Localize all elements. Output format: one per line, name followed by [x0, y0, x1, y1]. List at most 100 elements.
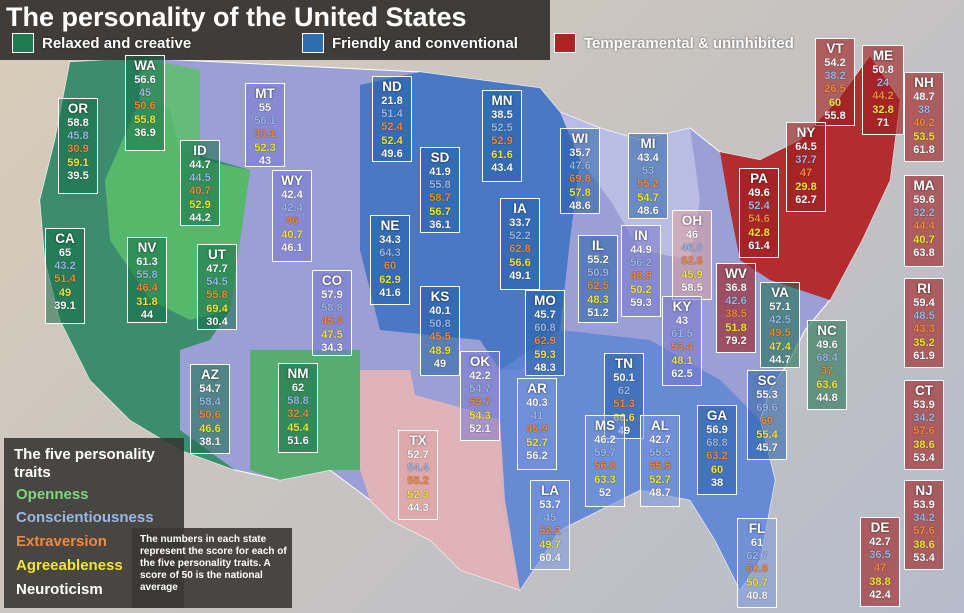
state-score: 48.5 [913, 310, 935, 323]
state-score: 41.6 [379, 286, 401, 299]
state-score: 47.5 [321, 328, 343, 341]
state-box-wv: WV 36.8 42.6 38.5 51.8 79.2 [716, 263, 756, 353]
state-score: 52.7 [526, 436, 548, 449]
state-score: 40.7 [189, 185, 211, 198]
state-score: 43.3 [913, 323, 935, 336]
state-abbr: WY [281, 173, 303, 188]
state-box-ar: AR 40.3 41 45.9 52.7 56.2 [517, 378, 557, 470]
state-score: 46.6 [199, 422, 221, 435]
state-abbr: IL [592, 238, 604, 253]
state-score: 54.3 [469, 409, 491, 422]
state-score: 54.2 [824, 57, 846, 69]
state-score: 42.6 [725, 295, 747, 308]
state-score: 64.5 [795, 141, 817, 153]
state-abbr: MN [491, 93, 513, 108]
state-score: 56.6 [509, 256, 531, 269]
state-box-nj: NJ 53.9 34.2 57.6 38.6 53.4 [904, 480, 944, 570]
state-box-ca: CA 65 43.2 51.4 49 39.1 [45, 228, 85, 324]
legend-label: Friendly and conventional [332, 35, 518, 52]
state-box-ga: GA 56.9 68.8 63.2 60 38 [697, 405, 737, 495]
state-score: 30.4 [206, 315, 228, 328]
state-score: 52.2 [509, 230, 531, 243]
state-abbr: NV [137, 240, 157, 255]
state-box-in: IN 44.9 56.2 48.9 50.2 59.3 [621, 225, 661, 317]
trait-conscientiousness: Conscientiousness [16, 509, 154, 526]
state-abbr: ID [193, 143, 207, 158]
state-score: 38.1 [199, 435, 221, 448]
state-score: 45.7 [756, 441, 778, 454]
state-abbr: WA [134, 58, 156, 73]
state-abbr: KS [430, 289, 450, 304]
state-score: 56.7 [429, 205, 451, 218]
state-score: 55.5 [649, 460, 671, 473]
state-box-ne: NE 34.3 64.3 60 62.9 41.6 [370, 215, 410, 305]
state-score: 55.8 [429, 179, 451, 192]
state-score: 51.4 [381, 108, 403, 121]
state-abbr: DE [870, 520, 890, 535]
state-abbr: ND [382, 79, 402, 94]
state-score: 47.6 [569, 160, 591, 173]
state-score: 60 [383, 260, 397, 273]
state-score: 52 [598, 486, 612, 499]
state-score: 45.8 [67, 130, 89, 143]
state-score: 50.9 [587, 267, 609, 280]
state-score: 48.7 [649, 486, 671, 499]
state-score: 49.6 [381, 147, 403, 160]
state-score: 52.7 [649, 473, 671, 486]
state-score: 53.7 [539, 499, 561, 511]
state-box-de: DE 42.7 36.5 47 38.8 42.4 [860, 517, 900, 607]
state-score: 57.6 [913, 525, 935, 538]
state-score: 62.9 [379, 273, 401, 286]
state-score: 40.7 [281, 228, 303, 241]
state-score: 62.5 [671, 367, 693, 380]
state-score: 62 [617, 385, 631, 398]
state-score: 53.9 [913, 399, 935, 411]
state-score: 50.6 [134, 100, 156, 113]
state-score: 61 [750, 537, 764, 549]
state-box-fl: FL 61 62.7 60.9 50.7 40.8 [737, 518, 777, 608]
state-abbr: FL [748, 521, 766, 536]
state-abbr: IN [634, 228, 648, 243]
state-abbr: GA [706, 408, 728, 423]
state-score: 48.1 [671, 354, 693, 367]
state-box-vt: VT 54.2 38.2 26.5 60 55.8 [815, 38, 855, 126]
state-box-ky: KY 43 61.5 53.4 48.1 62.5 [662, 296, 702, 386]
state-score: 24 [876, 77, 890, 90]
state-score: 46 [285, 215, 299, 228]
state-score: 55.3 [756, 389, 778, 401]
state-score: 52.9 [491, 135, 513, 148]
state-box-nh: NH 48.7 38 40.2 53.5 61.8 [904, 72, 944, 162]
state-score: 42.7 [869, 536, 891, 548]
state-score: 21.8 [381, 95, 403, 107]
state-score: 59.7 [469, 396, 491, 409]
state-box-ma: MA 59.6 32.2 44.4 40.7 63.8 [904, 175, 944, 267]
state-score: 79.2 [725, 334, 747, 347]
state-abbr: WI [571, 131, 589, 146]
state-abbr: VA [771, 285, 789, 300]
state-score: 44.7 [189, 159, 211, 171]
state-box-wi: WI 35.7 47.6 69.8 57.8 48.6 [560, 128, 600, 214]
state-score: 38.5 [491, 109, 513, 121]
state-score: 44.5 [189, 172, 211, 185]
state-score: 56.8 [594, 460, 616, 473]
state-score: 38.8 [869, 575, 891, 588]
state-score: 52.4 [381, 121, 403, 134]
state-score: 44.7 [769, 353, 791, 366]
state-score: 61.8 [913, 143, 935, 156]
state-score: 43.4 [491, 161, 513, 174]
state-abbr: CO [321, 273, 343, 288]
state-abbr: MO [534, 293, 556, 308]
state-score: 55.8 [134, 113, 156, 126]
state-score: 62.8 [509, 243, 531, 256]
state-score: 35.2 [913, 336, 935, 349]
state-score: 52.3 [254, 141, 276, 154]
state-score: 55.8 [136, 269, 158, 282]
state-score: 53.4 [913, 551, 935, 564]
state-score: 47.7 [206, 263, 228, 275]
state-score: 58.8 [287, 395, 309, 408]
state-abbr: NY [796, 125, 816, 140]
state-score: 42.7 [649, 434, 671, 446]
state-score: 42.4 [281, 189, 303, 201]
state-score: 44 [140, 308, 154, 321]
state-score: 38.2 [824, 70, 846, 83]
